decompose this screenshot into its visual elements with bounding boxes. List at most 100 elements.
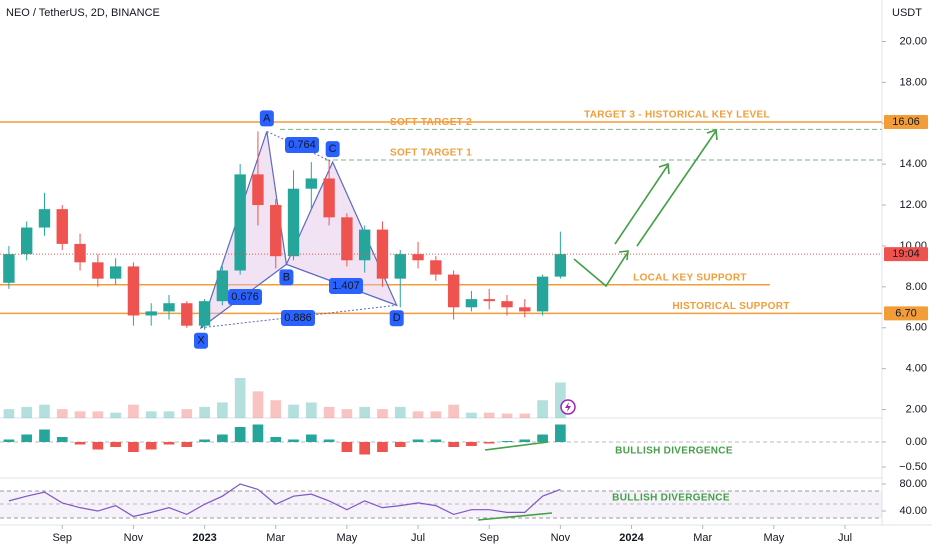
point-label: C [329, 143, 337, 155]
volume-bar [466, 412, 477, 418]
volume-bar [288, 404, 299, 418]
y-tick-label: 20.00 [899, 35, 927, 47]
point-box [325, 141, 340, 158]
volume-bar [217, 402, 228, 418]
candle-body [394, 254, 406, 279]
volume-bar [110, 412, 121, 418]
candle-body [127, 266, 140, 316]
divergence-line [484, 441, 549, 451]
volume-bar [39, 404, 50, 418]
macd-bar [92, 442, 104, 450]
candle-body [252, 174, 264, 206]
x-tick-label: Nov [124, 532, 144, 544]
candle-body [323, 178, 335, 218]
level-label: SOFT TARGET 1 [390, 148, 472, 159]
volume-bar [252, 391, 264, 418]
candle-body [56, 209, 68, 244]
macd-bar [3, 439, 15, 442]
rsi-tick-label: 80.00 [899, 478, 927, 490]
macd-bar [501, 441, 513, 442]
x-tick-label: 2024 [619, 532, 644, 544]
macd-bar [448, 442, 459, 447]
candle-body [20, 227, 33, 255]
candle-body [483, 299, 495, 302]
point-box [279, 269, 294, 286]
point-label: D [393, 312, 401, 324]
level-label: LOCAL KEY SUPPORT [633, 272, 747, 283]
y-tick-label: 14.00 [899, 158, 927, 170]
candle-body [270, 205, 282, 257]
ratio-label: 0.676 [231, 291, 259, 303]
plot-area: 2.004.006.008.0010.0012.0014.0016.0018.0… [0, 35, 928, 544]
projection-path [636, 130, 717, 247]
point-box [194, 332, 209, 349]
candle-body [376, 229, 389, 279]
candle-body [554, 254, 567, 277]
candle-body [109, 266, 122, 279]
price-tag [884, 306, 928, 321]
candle-body [163, 303, 175, 312]
rsi-line [8, 483, 561, 518]
chart-title: NEO / TetherUS, 2D, BINANCE [6, 7, 160, 19]
volume-bar [270, 400, 282, 418]
ratio-box [228, 289, 262, 305]
macd-bar [537, 434, 548, 442]
volume-bar [430, 411, 442, 418]
macd-bar [110, 442, 121, 447]
candle-body [3, 254, 15, 283]
candle-body [198, 301, 211, 326]
projection-arrows [477, 128, 718, 521]
volume-bar [56, 409, 68, 418]
alert-icon-bolt [565, 402, 571, 412]
x-tick-label: Nov [551, 532, 571, 544]
macd-bar [145, 442, 157, 450]
arrow-head [706, 128, 718, 141]
price-tag-label: 16.06 [892, 116, 920, 128]
macd-bar [341, 442, 353, 452]
candle-body [216, 270, 229, 302]
volume-bar [163, 411, 175, 418]
divergence-line [477, 512, 553, 521]
volume-bar [359, 406, 371, 418]
volume-bar [181, 409, 193, 418]
macd-annotation: BULLISH DIVERGENCE [615, 446, 733, 457]
volume-bar [74, 411, 86, 418]
volume-bar [234, 378, 246, 418]
x-tick-label: Mar [266, 532, 285, 544]
candle-body [358, 229, 371, 261]
ratio-label: 1.407 [332, 280, 360, 292]
candle-body [38, 209, 51, 228]
macd-bar [288, 439, 299, 442]
candle-body [412, 254, 424, 261]
volume-bar [305, 402, 317, 418]
point-box [389, 310, 404, 327]
rsi-annotation: BULLISH DIVERGENCE [612, 493, 730, 504]
volume-bar [145, 411, 157, 418]
level-label: SOFT TARGET 2 [390, 117, 472, 128]
macd-tick-label: 0.00 [906, 436, 927, 448]
volume-bar [519, 413, 531, 418]
macd-bar [270, 437, 282, 442]
arrow-head [658, 162, 670, 175]
level-label: TARGET 3 - HISTORICAL KEY LEVEL [584, 110, 770, 121]
volume-bar [412, 411, 424, 418]
candle-body [536, 276, 549, 312]
volume-bar [128, 404, 139, 418]
volume-bar [555, 382, 566, 418]
x-tick-label: May [337, 532, 358, 544]
point-label: A [263, 112, 271, 124]
volume-bar [21, 406, 33, 418]
point-label: X [197, 335, 205, 347]
ratio-line [200, 304, 397, 329]
x-tick-label: May [763, 532, 784, 544]
candle-body [341, 217, 353, 261]
x-tick-label: Jul [411, 532, 425, 544]
candle-body [501, 301, 513, 308]
point-label: B [283, 271, 290, 283]
y-tick-label: 2.00 [906, 403, 927, 415]
macd-bar [234, 427, 246, 442]
y-tick-label: 6.00 [906, 322, 927, 334]
ratio-label: 0.886 [284, 312, 312, 324]
x-tick-label: Mar [693, 532, 712, 544]
rsi-tick-label: 40.00 [899, 505, 927, 517]
